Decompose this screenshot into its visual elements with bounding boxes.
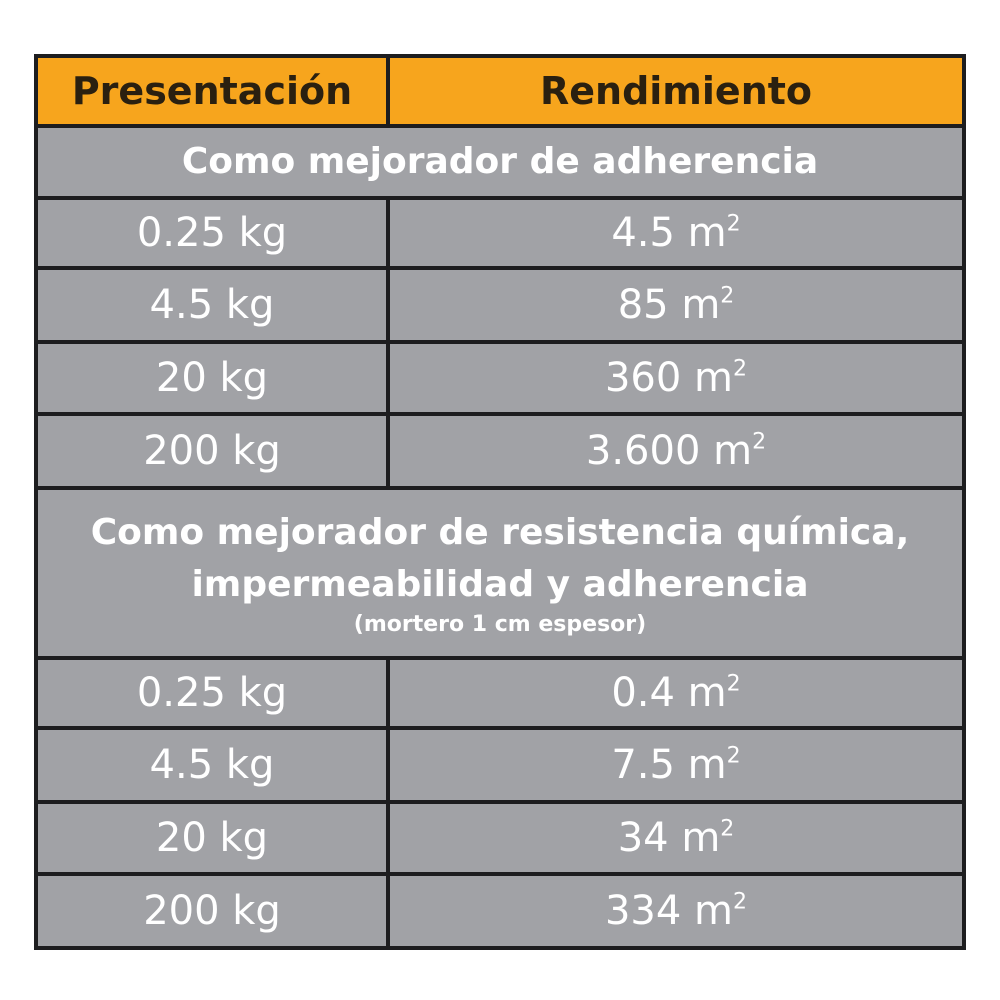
- section2-note: (mortero 1 cm espesor): [353, 611, 647, 637]
- cell-rendimiento: 360 m2: [605, 355, 747, 401]
- cell-rendimiento: 334 m2: [605, 888, 747, 934]
- unit-superscript: 2: [720, 816, 735, 842]
- unit-superscript: 2: [726, 743, 741, 769]
- cell-presentacion: 20 kg: [155, 815, 269, 861]
- rendimiento-value: 360 m: [604, 355, 734, 401]
- section2-title-line1: Como mejorador de resistencia química,: [90, 511, 910, 553]
- rendimiento-value: 34 m: [617, 815, 721, 861]
- table-row-presentacion: 20 kg: [38, 804, 386, 872]
- unit-superscript: 2: [733, 356, 748, 382]
- rendimiento-value: 85 m: [617, 282, 721, 328]
- table-row-rendimiento: 34 m2: [390, 804, 962, 872]
- unit-superscript: 2: [752, 429, 767, 455]
- rendimiento-table: Presentación Rendimiento Como mejorador …: [34, 54, 966, 950]
- table-row-presentacion: 200 kg: [38, 416, 386, 486]
- header-presentacion: Presentación: [38, 58, 386, 124]
- cell-presentacion: 20 kg: [155, 355, 269, 401]
- cell-presentacion: 0.25 kg: [136, 670, 288, 716]
- table-row-presentacion: 4.5 kg: [38, 730, 386, 800]
- header-rendimiento: Rendimiento: [390, 58, 962, 124]
- rendimiento-value: 3.600 m: [585, 428, 753, 474]
- table-row-rendimiento: 7.5 m2: [390, 730, 962, 800]
- header-rendimiento-label: Rendimiento: [539, 69, 813, 113]
- table-row-rendimiento: 0.4 m2: [390, 660, 962, 726]
- rendimiento-value: 0.4 m: [611, 670, 727, 716]
- rendimiento-value: 334 m: [604, 888, 734, 934]
- cell-presentacion: 4.5 kg: [149, 282, 275, 328]
- cell-presentacion: 4.5 kg: [149, 742, 275, 788]
- unit-superscript: 2: [733, 889, 748, 915]
- table-row-rendimiento: 360 m2: [390, 344, 962, 412]
- section-title-resistencia: Como mejorador de resistencia química, i…: [38, 490, 962, 656]
- rendimiento-value: 7.5 m: [611, 742, 727, 788]
- cell-rendimiento: 85 m2: [618, 282, 735, 328]
- cell-rendimiento: 4.5 m2: [611, 210, 740, 256]
- table-row-rendimiento: 3.600 m2: [390, 416, 962, 486]
- unit-superscript: 2: [720, 283, 735, 309]
- table-row-presentacion: 4.5 kg: [38, 270, 386, 340]
- rendimiento-value: 4.5 m: [611, 210, 727, 256]
- cell-presentacion: 0.25 kg: [136, 210, 288, 256]
- cell-rendimiento: 3.600 m2: [586, 428, 766, 474]
- table-row-presentacion: 20 kg: [38, 344, 386, 412]
- cell-rendimiento: 7.5 m2: [611, 742, 740, 788]
- section1-title: Como mejorador de adherencia: [181, 140, 819, 182]
- header-presentacion-label: Presentación: [71, 69, 353, 113]
- section-title-adherencia: Como mejorador de adherencia: [38, 128, 962, 196]
- table-row-rendimiento: 85 m2: [390, 270, 962, 340]
- table-row-presentacion: 0.25 kg: [38, 200, 386, 266]
- cell-presentacion: 200 kg: [143, 888, 281, 934]
- unit-superscript: 2: [726, 671, 741, 697]
- table-row-rendimiento: 334 m2: [390, 876, 962, 946]
- cell-rendimiento: 0.4 m2: [611, 670, 740, 716]
- table-row-rendimiento: 4.5 m2: [390, 200, 962, 266]
- table-row-presentacion: 0.25 kg: [38, 660, 386, 726]
- unit-superscript: 2: [726, 211, 741, 237]
- cell-presentacion: 200 kg: [143, 428, 281, 474]
- section2-title-line2: impermeabilidad y adherencia: [191, 563, 809, 605]
- cell-rendimiento: 34 m2: [618, 815, 735, 861]
- table-row-presentacion: 200 kg: [38, 876, 386, 946]
